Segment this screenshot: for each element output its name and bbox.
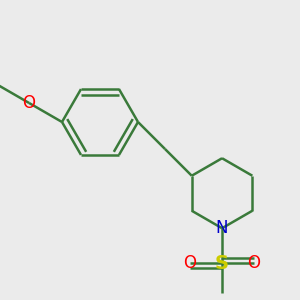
Text: O: O — [184, 254, 196, 272]
Text: N: N — [216, 219, 228, 237]
Text: S: S — [215, 254, 229, 273]
Text: O: O — [22, 94, 36, 112]
Text: O: O — [248, 254, 261, 272]
